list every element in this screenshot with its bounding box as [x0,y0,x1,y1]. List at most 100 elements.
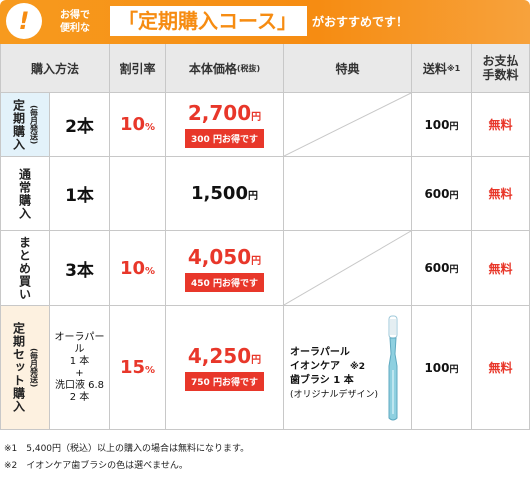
mix-line5: 2 本 [69,391,90,403]
header-fee-line1: お支払 [482,54,519,68]
savings-badge: 300 円お得です [185,129,264,148]
banner-subtitle: お得で 便利な [60,9,108,35]
price-unit: 円 [251,255,262,267]
qty-value: 3本 [65,260,94,281]
method-label: まとめ買い [17,235,32,301]
method-label: 定期セット購入 [11,322,26,413]
ship-value: 100 [424,360,450,375]
row-bulk-ship: 600円 [412,231,472,306]
header-shipping-label: 送料 [422,61,447,76]
header-shipping: 送料 ※1 [412,44,472,93]
row-bulk-rate: 10% [110,231,166,306]
rate-value: 10 [119,114,146,135]
row-normal-fee: 無料 [472,157,530,231]
row-subscription-rate: 10% [110,93,166,157]
bonus-line1: オーラパール [290,347,350,358]
toothbrush-icon [388,315,398,421]
price-unit: 円 [251,355,262,366]
exclamation-icon: ! [6,3,42,39]
rate-value: 10 [119,257,146,279]
ship-unit: 円 [449,265,459,275]
ship-value: 600 [424,186,450,201]
row-subscription-price: 2,700円 300 円お得です [166,93,284,157]
row-bulk-qty: 3本 [50,231,110,306]
price-value: 4,250 [187,344,252,368]
row-normal-method: 通常購入 [0,157,50,231]
footnote-2: ※2 イオンケア歯ブラシの色は選べません。 [4,461,188,471]
mix-line4: 洗口液 6.8 [54,379,105,391]
banner-tail: がおすすめです！ [312,15,409,29]
ship-value: 100 [424,117,450,132]
row-set-contents: オーラパール 1 本 + 洗口液 6.8 2 本 [50,306,110,430]
row-set-ship: 100円 [412,306,472,430]
qty-value: 1本 [65,186,94,206]
row-set-price: 4,250円 750 円お得です [166,306,284,430]
row-set-method: 定期セット購入 (毎月発送) [0,306,50,430]
row-set-fee: 無料 [472,306,530,430]
fee-value: 無料 [488,118,513,132]
row-normal-ship: 600円 [412,157,472,231]
method-label: 通常購入 [17,167,32,220]
fee-value: 無料 [488,187,513,201]
bonus-line2: イオンケア [290,361,340,372]
banner-subtitle-line1: お得で [60,10,90,21]
row-subscription-ship: 100円 [412,93,472,157]
row-normal-qty: 1本 [50,157,110,231]
row-subscription-qty: 2本 [50,93,110,157]
header-fee-line2: 手数料 [482,68,519,82]
bonus-line3: 歯ブラシ 1 本 [290,375,354,386]
mix-line3: + [75,367,84,379]
header-fee: お支払 手数料 [472,44,530,93]
row-normal-rate [110,157,166,231]
banner-subtitle-line2: 便利な [60,23,90,34]
row-bulk-price: 4,050円 450 円お得です [166,231,284,306]
row-normal-bonus-empty [284,157,412,231]
header-price: 本体価格 (税抜) [166,44,284,93]
mix-line2: 1 本 [69,355,90,367]
savings-badge: 750 円お得です [185,372,264,391]
mix-line1: オーラパール [54,331,105,355]
method-sub: (毎月発送) [29,104,39,145]
savings-badge: 450 円お得です [185,272,264,292]
header-bonus: 特典 [284,44,412,93]
banner-title-box: 「定期購入コース」 [110,6,307,36]
row-normal-price: 1,500円 [166,157,284,231]
footnote-1: ※1 5,400円（税込）以上の購入の場合は無料になります。 [4,444,250,454]
bonus-mark: ※2 [350,362,366,372]
rate-value: 15 [119,357,146,378]
price-value: 4,050 [187,244,252,269]
method-label: 定期購入 [11,98,26,151]
ship-unit: 円 [449,190,459,201]
header-price-label: 本体価格 [188,61,237,76]
price-value: 2,700 [187,101,252,125]
bracket-open: 「 [118,9,138,33]
fee-value: 無料 [488,261,513,276]
rate-unit: % [145,122,156,133]
course-banner: ! お得で 便利な 「定期購入コース」 がおすすめです！ [0,0,530,44]
row-subscription-bonus-empty [284,93,412,157]
row-subscription-fee: 無料 [472,93,530,157]
footnotes: ※1 5,400円（税込）以上の購入の場合は無料になります。 ※2 イオンケア歯… [4,441,249,475]
price-unit: 円 [247,191,258,202]
banner-title: 定期購入コース [138,9,277,33]
row-set-rate: 15% [110,306,166,430]
header-shipping-mark: ※1 [446,63,461,73]
ship-unit: 円 [449,121,459,132]
ship-value: 600 [424,261,450,275]
row-bulk-bonus-empty [284,231,412,306]
row-bulk-method: まとめ買い [0,231,50,306]
bonus-text: オーラパール イオンケア ※2 歯ブラシ 1 本 (オリジナルデザイン) [290,346,378,402]
ship-unit: 円 [449,364,459,375]
bonus-line4: (オリジナルデザイン) [290,390,379,400]
qty-value: 2本 [65,117,94,137]
rate-unit: % [145,365,156,376]
bracket-close: 」 [277,9,297,33]
row-subscription-method: 定期購入 (毎月発送) [0,93,50,157]
price-value: 1,500 [191,183,248,204]
rate-unit: % [145,265,156,277]
method-sub: (毎月発送) [29,347,39,388]
row-set-bonus: オーラパール イオンケア ※2 歯ブラシ 1 本 (オリジナルデザイン) [284,306,412,430]
fee-value: 無料 [488,361,513,375]
header-price-note: (税抜) [236,63,261,73]
empty-slash [284,231,412,306]
